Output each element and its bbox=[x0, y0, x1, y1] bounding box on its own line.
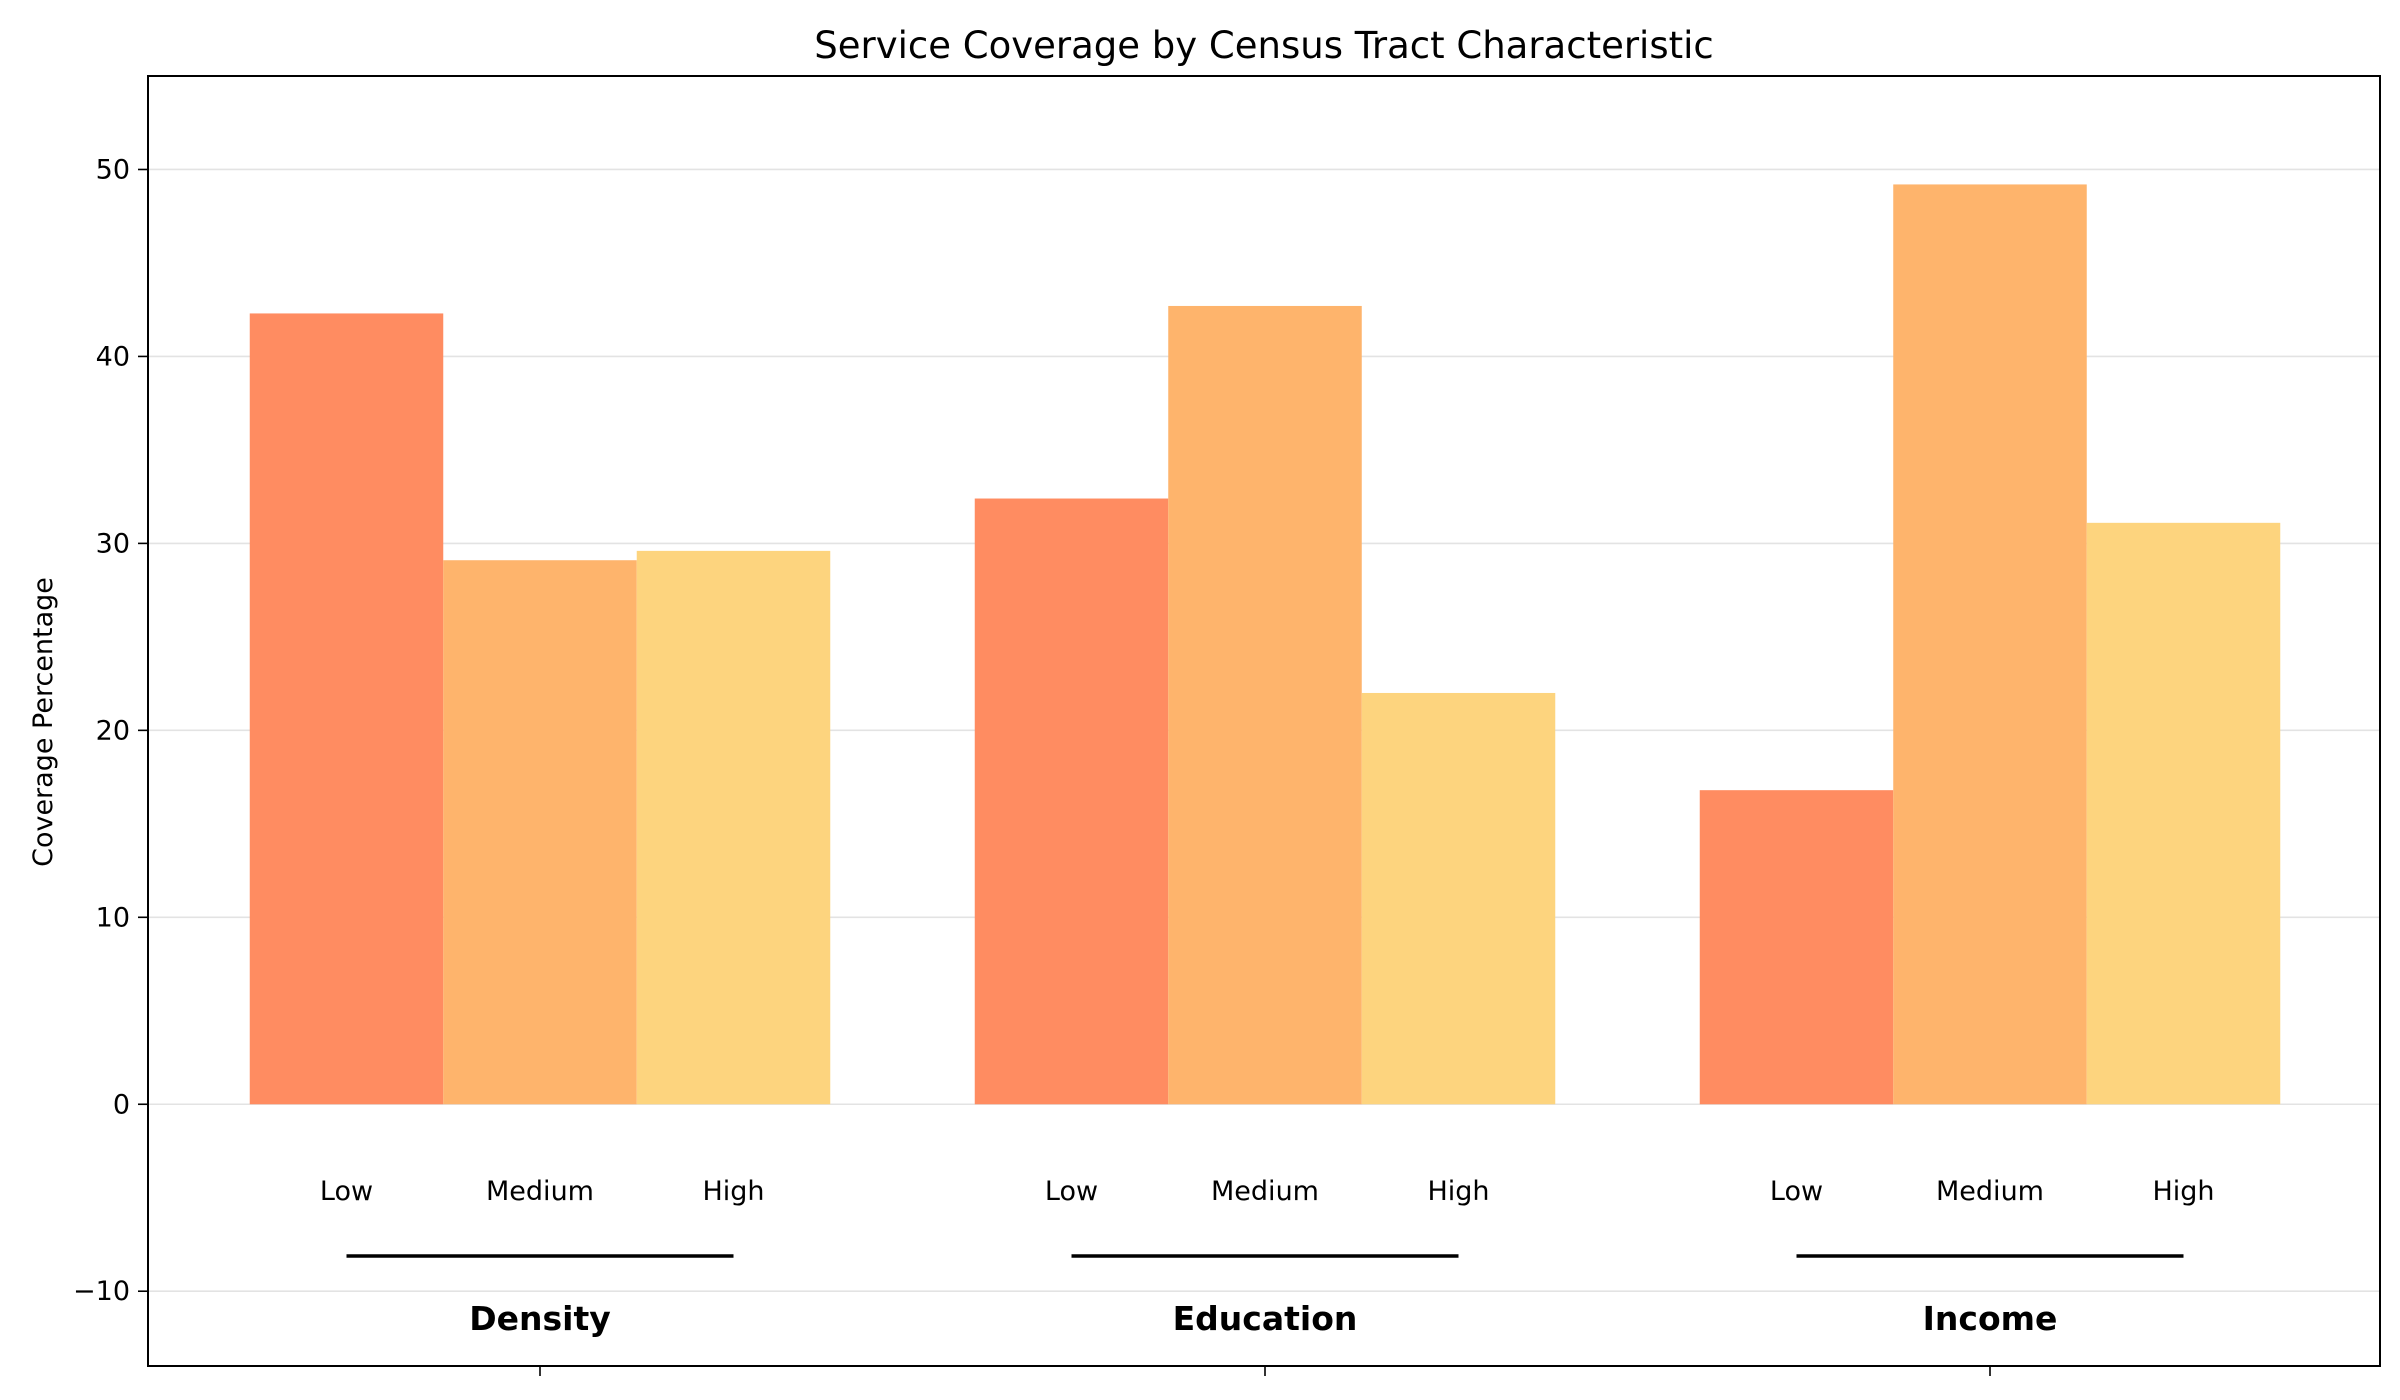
group-label: Education bbox=[1173, 1299, 1358, 1338]
plot-frame bbox=[147, 75, 2381, 1367]
bar bbox=[1168, 305, 1362, 1105]
y-tick-label: 20 bbox=[96, 715, 130, 746]
chart-title: Service Coverage by Census Tract Charact… bbox=[814, 24, 1714, 67]
bar bbox=[636, 550, 831, 1105]
bar bbox=[974, 498, 1169, 1105]
level-label: Medium bbox=[1936, 1176, 2044, 1207]
y-axis-label: Coverage Percentage bbox=[28, 577, 59, 867]
level-label: Low bbox=[320, 1176, 373, 1207]
axes: −10 0 10 20 30 40 50 bbox=[73, 75, 2381, 1376]
y-tick-label: −10 bbox=[73, 1276, 130, 1307]
level-label: Low bbox=[1045, 1176, 1098, 1207]
group-label: Density bbox=[469, 1299, 611, 1338]
bar bbox=[443, 560, 637, 1105]
level-label: High bbox=[2152, 1176, 2214, 1207]
level-label: Medium bbox=[1211, 1176, 1319, 1207]
group-label: Income bbox=[1923, 1299, 2058, 1338]
level-label: High bbox=[1427, 1176, 1489, 1207]
bar bbox=[2086, 522, 2281, 1105]
y-tick-label: 50 bbox=[96, 154, 130, 185]
y-tick-label: 0 bbox=[113, 1089, 130, 1120]
level-label: High bbox=[702, 1176, 764, 1207]
category-labels: Low Medium High Density Low Medium High Educati… bbox=[320, 1176, 2215, 1338]
bar bbox=[1893, 184, 2087, 1105]
bars bbox=[249, 184, 2281, 1105]
y-tick-label: 10 bbox=[96, 902, 130, 933]
level-label: Low bbox=[1770, 1176, 1823, 1207]
bar bbox=[249, 313, 444, 1105]
bar bbox=[1361, 692, 1556, 1105]
y-tick-label: 30 bbox=[96, 528, 130, 559]
level-label: Medium bbox=[486, 1176, 594, 1207]
y-tick-label: 40 bbox=[96, 341, 130, 372]
bar bbox=[1699, 790, 1894, 1105]
